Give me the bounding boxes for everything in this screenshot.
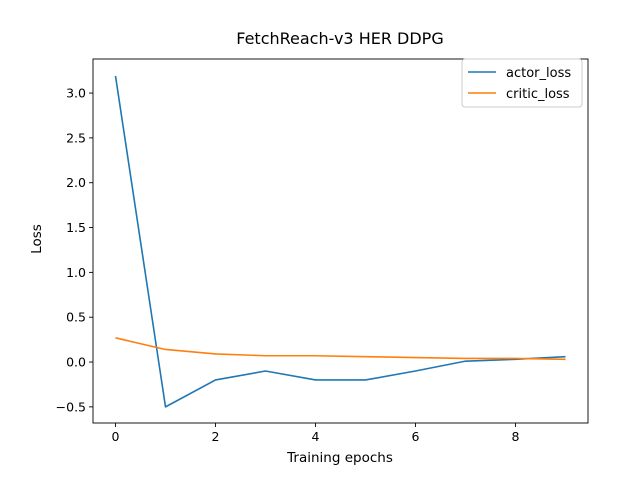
legend-label-actor-loss: actor_loss (506, 66, 571, 81)
x-tick-label: 4 (312, 429, 320, 444)
x-tick-label: 8 (512, 429, 520, 444)
data-point-critic-loss-3 (265, 355, 267, 357)
data-point-critic-loss-0 (115, 337, 117, 339)
data-point-critic-loss-8 (515, 358, 517, 360)
axes-frame (92, 58, 589, 424)
y-tick-label: 3.0 (66, 86, 86, 101)
legend: actor_loss critic_loss (461, 58, 583, 108)
y-tick-label: 2.0 (66, 175, 86, 190)
y-tick-label: 1.5 (66, 220, 86, 235)
data-point-critic-loss-9 (565, 359, 567, 361)
series-line-critic-loss (115, 337, 566, 361)
legend-label-critic-loss: critic_loss (506, 87, 570, 102)
x-tick-label: 6 (412, 429, 420, 444)
data-point-critic-loss-4 (315, 355, 317, 357)
data-point-actor-loss-3 (265, 370, 267, 372)
data-point-actor-loss-5 (365, 379, 367, 381)
legend-box (461, 58, 583, 108)
y-axis-label: Loss (29, 224, 45, 254)
data-point-critic-loss-2 (215, 353, 217, 355)
data-point-critic-loss-6 (415, 357, 417, 359)
axes: 0 2 4 6 8 −0.5 0.0 0.5 1.0 1.5 2.0 2.5 3.0 (56, 58, 589, 444)
plot-area (114, 75, 567, 408)
series-line-actor-loss (114, 75, 566, 408)
data-point-actor-loss-0 (115, 75, 117, 77)
data-point-actor-loss-2 (215, 379, 217, 381)
y-tick-label: 0.5 (66, 310, 86, 325)
chart-title: FetchReach-v3 HER DDPG (236, 29, 443, 48)
data-point-actor-loss-9 (565, 356, 567, 358)
data-point-actor-loss-7 (465, 360, 467, 362)
data-point-actor-loss-6 (415, 370, 417, 372)
x-tick-label: 0 (112, 429, 120, 444)
data-point-actor-loss-4 (315, 379, 317, 381)
x-tick-label: 2 (212, 429, 220, 444)
data-point-critic-loss-7 (465, 358, 467, 360)
y-tick-label: 1.0 (66, 265, 86, 280)
y-tick-label: −0.5 (56, 399, 86, 414)
x-axis-label: Training epochs (286, 450, 393, 466)
y-tick-label: 2.5 (66, 130, 86, 145)
data-point-actor-loss-1 (165, 406, 167, 408)
data-point-critic-loss-5 (365, 356, 367, 358)
data-point-critic-loss-1 (165, 349, 167, 351)
y-tick-label: 0.0 (66, 355, 86, 370)
